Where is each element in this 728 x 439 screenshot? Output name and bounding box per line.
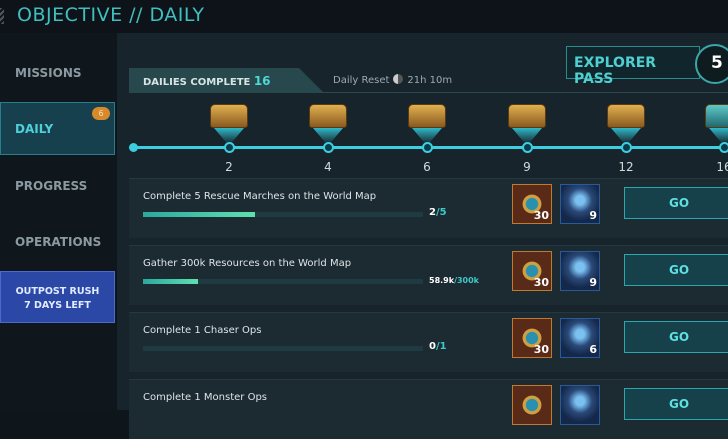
mission-row: Complete 1 Chaser Ops 0/1 30 6 GO <box>129 312 728 372</box>
progress-total: /300k <box>454 276 480 285</box>
progress-fill <box>143 212 255 217</box>
milestone-label: 16 <box>716 160 728 174</box>
compass-reward-icon[interactable]: 30 <box>512 318 552 358</box>
reward-chest-icon[interactable] <box>309 104 347 128</box>
milestone-label: 4 <box>324 160 332 174</box>
dailies-count: 16 <box>253 74 271 88</box>
explorer-pass-label: EXPLORER PASS <box>574 55 657 87</box>
sidebar-item-label: DAILY <box>15 122 54 136</box>
notification-badge: 6 <box>92 107 110 120</box>
compass-reward-icon[interactable]: 30 <box>512 184 552 224</box>
compass-reward-icon[interactable] <box>512 385 552 425</box>
sidebar-item-daily[interactable]: DAILY 6 <box>0 102 115 155</box>
go-button[interactable]: GO <box>624 254 728 286</box>
milestone-label: 6 <box>423 160 431 174</box>
dailies-bar: DAILIES COMPLETE 16 Daily Reset 21h 10m <box>129 68 728 93</box>
crystal-reward-icon[interactable]: 6 <box>560 318 600 358</box>
mission-row: Complete 5 Rescue Marches on the World M… <box>129 178 728 238</box>
mission-title: Complete 1 Monster Ops <box>143 392 267 403</box>
crystal-reward-icon[interactable] <box>560 385 600 425</box>
milestone-label: 9 <box>523 160 531 174</box>
progress-bar <box>143 212 423 217</box>
mission-title: Complete 1 Chaser Ops <box>143 325 262 336</box>
progress-bar <box>143 346 423 351</box>
milestone-node <box>522 142 533 153</box>
mission-row: Gather 300k Resources on the World Map 5… <box>129 245 728 305</box>
reward-qty: 9 <box>589 276 597 289</box>
sidebar-item-missions[interactable]: MISSIONS <box>15 66 82 80</box>
mission-title: Gather 300k Resources on the World Map <box>143 258 352 269</box>
sidebar <box>0 33 116 410</box>
progress-current: 0 <box>429 341 436 352</box>
reward-qty: 30 <box>533 343 549 356</box>
go-button[interactable]: GO <box>624 388 728 420</box>
progress-bar <box>143 279 423 284</box>
milestone-node <box>323 142 334 153</box>
milestone-label: 12 <box>618 160 634 174</box>
reward-chest-icon[interactable] <box>607 104 645 128</box>
explorer-pass-button[interactable]: EXPLORER PASS <box>566 46 700 87</box>
back-icon[interactable] <box>0 8 4 24</box>
reward-qty: 9 <box>589 209 597 222</box>
explorer-pass-level: 5 <box>695 44 728 84</box>
dailies-complete: DAILIES COMPLETE 16 <box>129 68 324 93</box>
go-button[interactable]: GO <box>624 321 728 353</box>
page-title: OBJECTIVE // DAILY <box>17 4 205 26</box>
progress-current: 2 <box>429 207 436 218</box>
go-button[interactable]: GO <box>624 187 728 219</box>
progress-count: 2/5 <box>429 207 447 218</box>
mission-row: Complete 1 Monster Ops GO <box>129 379 728 439</box>
event-outpost-rush[interactable]: OUTPOST RUSH 7 DAYS LEFT <box>0 271 115 323</box>
milestone-node <box>224 142 235 153</box>
progress-fill <box>143 279 198 284</box>
milestone-node <box>422 142 433 153</box>
track-start <box>129 143 138 152</box>
crystal-reward-icon[interactable]: 9 <box>560 251 600 291</box>
progress-count: 58.9k/300k <box>429 276 479 285</box>
mission-title: Complete 5 Rescue Marches on the World M… <box>143 191 377 202</box>
progress-count: 0/1 <box>429 341 447 352</box>
reward-qty: 30 <box>533 209 549 222</box>
timer-icon <box>393 74 404 84</box>
reward-qty: 6 <box>589 343 597 356</box>
progress-current: 58.9k <box>429 276 455 285</box>
milestone-node <box>621 142 632 153</box>
reward-chest-icon[interactable] <box>705 104 728 128</box>
event-time-left: 7 DAYS LEFT <box>24 300 91 311</box>
dailies-label: DAILIES COMPLETE <box>143 77 251 88</box>
crystal-reward-icon[interactable]: 9 <box>560 184 600 224</box>
sidebar-item-progress[interactable]: PROGRESS <box>15 179 88 193</box>
reward-chest-icon[interactable] <box>210 104 248 128</box>
daily-reset: Daily Reset 21h 10m <box>333 74 452 86</box>
progress-total: /5 <box>435 207 447 218</box>
milestone-node <box>719 142 728 153</box>
reward-chest-icon[interactable] <box>508 104 546 128</box>
reset-time: 21h 10m <box>407 75 453 86</box>
header: OBJECTIVE // DAILY <box>0 0 728 33</box>
reward-chest-icon[interactable] <box>408 104 446 128</box>
event-title: OUTPOST RUSH <box>15 286 100 297</box>
compass-reward-icon[interactable]: 30 <box>512 251 552 291</box>
reward-qty: 30 <box>533 276 549 289</box>
progress-total: /1 <box>435 341 447 352</box>
reset-label: Daily Reset <box>333 75 390 86</box>
sidebar-item-operations[interactable]: OPERATIONS <box>15 235 102 249</box>
milestone-label: 2 <box>225 160 233 174</box>
